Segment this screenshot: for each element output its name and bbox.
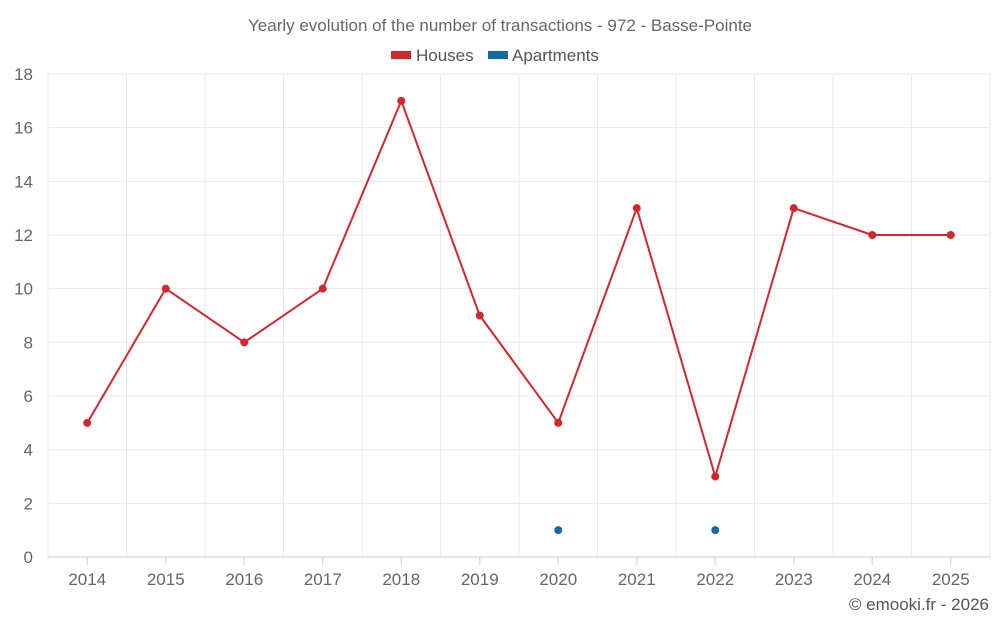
- series-houses: [83, 96, 955, 481]
- series-apartments: [554, 526, 720, 535]
- legend: Houses Apartments: [391, 46, 599, 65]
- legend-label-houses[interactable]: Houses: [416, 46, 474, 65]
- y-tick-label: 18: [14, 65, 33, 84]
- y-tick-label: 10: [14, 280, 33, 299]
- data-point-houses[interactable]: [318, 284, 327, 293]
- legend-swatch-houses: [391, 51, 411, 59]
- x-tick-label: 2021: [618, 570, 656, 589]
- y-tick-label: 2: [24, 494, 33, 513]
- x-tick-label: 2024: [853, 570, 891, 589]
- data-point-houses[interactable]: [83, 418, 92, 427]
- legend-swatch-apartments: [488, 51, 508, 59]
- data-point-houses[interactable]: [475, 311, 484, 320]
- data-point-houses[interactable]: [711, 472, 720, 481]
- y-tick-label: 0: [24, 548, 33, 567]
- data-point-apartments[interactable]: [554, 526, 563, 535]
- y-tick-label: 16: [14, 119, 33, 138]
- data-point-houses[interactable]: [240, 338, 249, 347]
- x-tick-label: 2017: [304, 570, 342, 589]
- data-point-houses[interactable]: [397, 96, 406, 105]
- data-point-houses[interactable]: [946, 231, 955, 239]
- x-tick-label: 2018: [382, 570, 420, 589]
- y-tick-label: 8: [24, 333, 33, 352]
- data-point-apartments[interactable]: [711, 526, 720, 535]
- x-tick-label: 2014: [68, 570, 106, 589]
- y-tick-label: 14: [14, 172, 33, 191]
- chart-title: Yearly evolution of the number of transa…: [248, 16, 752, 35]
- grid: [47, 73, 991, 558]
- x-tick-label: 2019: [461, 570, 499, 589]
- data-point-houses[interactable]: [161, 284, 170, 293]
- x-axis: 2014 2015 2016 2017 2018 2019 2020 2021 2022 2023…: [68, 557, 970, 589]
- data-point-houses[interactable]: [632, 204, 641, 213]
- legend-label-apartments[interactable]: Apartments: [512, 46, 599, 65]
- y-axis: 0 2 4 6 8 10 12 14 16 18: [14, 65, 33, 567]
- x-tick-label: 2023: [775, 570, 813, 589]
- data-point-houses[interactable]: [789, 204, 798, 213]
- plot-area: [83, 96, 955, 535]
- x-tick-label: 2020: [539, 570, 577, 589]
- y-tick-label: 4: [24, 441, 33, 460]
- data-point-houses[interactable]: [554, 418, 563, 427]
- series-line-houses: [86, 99, 951, 478]
- x-tick-label: 2015: [147, 570, 185, 589]
- x-tick-label: 2016: [225, 570, 263, 589]
- y-tick-label: 12: [14, 226, 33, 245]
- credit-text: © emooki.fr - 2026: [849, 595, 989, 614]
- x-tick-label: 2025: [932, 570, 970, 589]
- y-tick-label: 6: [24, 387, 33, 406]
- x-tick-label: 2022: [696, 570, 734, 589]
- data-point-houses[interactable]: [868, 231, 877, 239]
